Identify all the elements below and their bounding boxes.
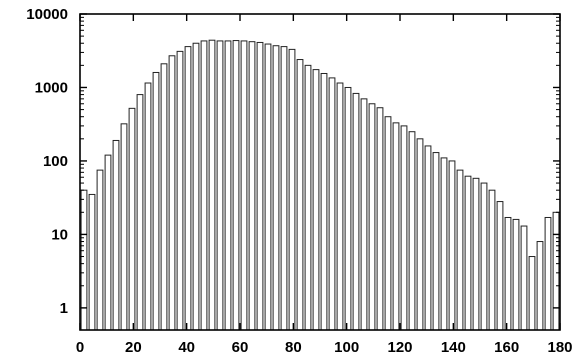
histogram-bar bbox=[144, 82, 152, 331]
histogram-bar bbox=[88, 193, 96, 331]
histogram-bar bbox=[544, 216, 552, 331]
histogram-bar bbox=[480, 182, 488, 331]
histogram-bar bbox=[184, 46, 192, 331]
histogram-bar bbox=[360, 98, 368, 331]
y-tick-label: 100 bbox=[43, 153, 68, 170]
histogram-bar bbox=[288, 48, 296, 331]
x-tick-label: 140 bbox=[441, 339, 466, 356]
bar-group bbox=[80, 39, 560, 331]
y-tick-label: 1000 bbox=[35, 79, 68, 96]
histogram-bar bbox=[120, 123, 128, 331]
x-tick-label: 160 bbox=[494, 339, 519, 356]
histogram-bar bbox=[416, 138, 424, 331]
histogram-bar bbox=[272, 45, 280, 331]
histogram-bar bbox=[200, 40, 208, 331]
histogram-bar bbox=[384, 116, 392, 331]
histogram-bar bbox=[496, 201, 504, 331]
histogram-bar bbox=[312, 69, 320, 331]
histogram-bar bbox=[176, 50, 184, 331]
x-tick-label: 40 bbox=[178, 339, 195, 356]
x-axis: 0 20 40 60 80 100 120 140 160 180 bbox=[76, 14, 573, 356]
x-tick-label: 180 bbox=[547, 339, 572, 356]
histogram-bar bbox=[248, 41, 256, 331]
x-tick-label: 0 bbox=[76, 339, 84, 356]
histogram-bar bbox=[408, 131, 416, 331]
histogram-bar bbox=[152, 71, 160, 331]
histogram-bar bbox=[160, 63, 168, 331]
histogram-bar bbox=[504, 216, 512, 331]
histogram-bar bbox=[232, 40, 240, 331]
histogram-bar bbox=[256, 41, 264, 331]
histogram-bar bbox=[104, 154, 112, 331]
x-tick-label: 60 bbox=[232, 339, 249, 356]
histogram-bar bbox=[536, 241, 544, 331]
histogram-bar bbox=[128, 107, 136, 331]
histogram-bar bbox=[432, 152, 440, 331]
x-tick-label: 80 bbox=[285, 339, 302, 356]
histogram-bar bbox=[320, 72, 328, 331]
histogram-bar bbox=[136, 94, 144, 331]
histogram-bar bbox=[520, 225, 528, 331]
histogram-bar bbox=[240, 40, 248, 331]
x-tick-label: 20 bbox=[125, 339, 142, 356]
histogram-bar bbox=[376, 107, 384, 331]
y-tick-label: 1 bbox=[60, 300, 68, 317]
histogram-bar bbox=[440, 157, 448, 331]
histogram-bar bbox=[280, 46, 288, 331]
histogram-bar bbox=[96, 169, 104, 331]
histogram-bar bbox=[400, 125, 408, 331]
histogram-bar bbox=[472, 177, 480, 331]
x-tick-label: 120 bbox=[387, 339, 412, 356]
plot-frame bbox=[79, 13, 561, 331]
histogram-bar bbox=[336, 82, 344, 331]
x-tick-label: 100 bbox=[334, 339, 359, 356]
histogram-bar bbox=[224, 40, 232, 331]
histogram-bar bbox=[216, 40, 224, 331]
histogram-bar bbox=[80, 189, 88, 331]
histogram-bar bbox=[328, 77, 336, 331]
histogram-bar bbox=[448, 160, 456, 331]
histogram-bar bbox=[464, 175, 472, 331]
y-axis: 1 10 100 1000 10000 bbox=[26, 6, 560, 317]
histogram-bar bbox=[552, 211, 560, 331]
histogram-bar bbox=[192, 42, 200, 331]
histogram-bar bbox=[488, 189, 496, 331]
histogram-bar bbox=[344, 86, 352, 331]
histogram-bar bbox=[296, 59, 304, 331]
histogram-bar bbox=[168, 55, 176, 331]
y-tick-label: 10000 bbox=[26, 6, 68, 23]
histogram-bar bbox=[528, 256, 536, 331]
y-tick-label: 10 bbox=[51, 226, 68, 243]
histogram-bar bbox=[208, 39, 216, 331]
histogram-bar bbox=[512, 218, 520, 331]
histogram-bar bbox=[368, 103, 376, 331]
histogram-bar bbox=[112, 139, 120, 331]
histogram-bar bbox=[424, 145, 432, 331]
histogram-bar bbox=[392, 122, 400, 331]
histogram-bar bbox=[352, 92, 360, 331]
histogram-bar bbox=[264, 43, 272, 331]
histogram-bar bbox=[304, 64, 312, 331]
histogram-bar bbox=[456, 169, 464, 331]
